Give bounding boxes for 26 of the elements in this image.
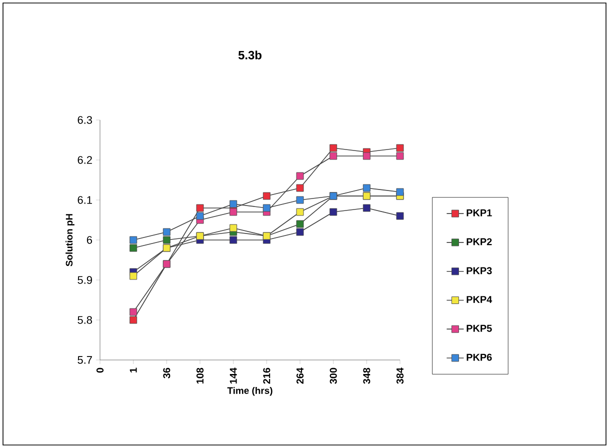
- y-tick-label: 5.9: [78, 276, 92, 284]
- x-tick-label: 300: [330, 368, 337, 384]
- x-tick-label: 36: [163, 368, 170, 378]
- x-tick-label: 384: [396, 368, 404, 384]
- y-tick-label: 6.1: [78, 196, 92, 204]
- y-axis-title: Solution pH: [66, 214, 74, 266]
- y-tick-label: 5.7: [78, 356, 92, 364]
- legend-label: PKP4: [466, 296, 492, 303]
- legend-label: PKP1: [466, 209, 492, 216]
- legend-label: PKP5: [466, 324, 492, 332]
- x-tick-label: 108: [196, 368, 204, 384]
- x-tick-label: 216: [263, 368, 270, 384]
- x-tick-label: 348: [363, 368, 370, 384]
- y-tick-label: 6: [86, 236, 92, 244]
- legend-label: PKP2: [466, 238, 492, 246]
- x-tick-label: 0: [96, 368, 104, 373]
- x-tick-label: 144: [230, 368, 237, 384]
- y-tick-label: 6.2: [78, 156, 92, 164]
- chart-title: 5.3b: [238, 50, 262, 60]
- x-tick-label: 1: [130, 368, 137, 372]
- x-axis-title: Time (hrs): [227, 386, 272, 396]
- x-tick-label: 264: [296, 368, 304, 384]
- y-tick-label: 6.3: [78, 116, 92, 124]
- legend-label: PKP3: [466, 267, 492, 274]
- y-tick-label: 5.8: [78, 316, 92, 324]
- legend-label: PKP6: [466, 354, 492, 361]
